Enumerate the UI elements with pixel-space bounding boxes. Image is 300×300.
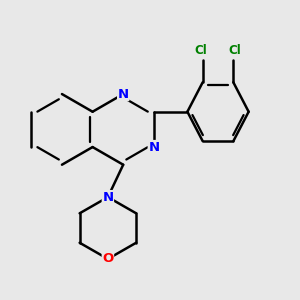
Text: N: N bbox=[148, 141, 159, 154]
Text: Cl: Cl bbox=[195, 44, 208, 57]
Text: Cl: Cl bbox=[228, 44, 241, 57]
Text: N: N bbox=[118, 88, 129, 100]
Text: N: N bbox=[102, 190, 113, 204]
Text: O: O bbox=[102, 252, 113, 266]
